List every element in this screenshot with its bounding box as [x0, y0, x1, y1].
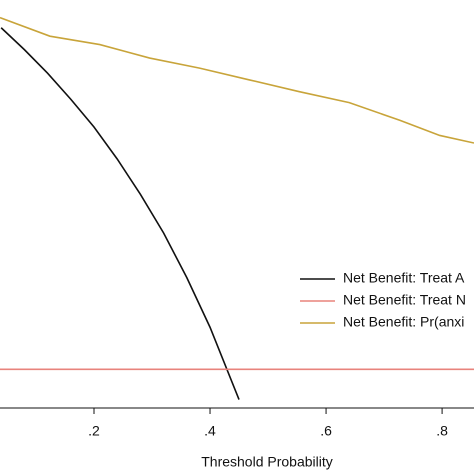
series-line	[0, 27, 240, 400]
series-line	[0, 16, 474, 144]
legend-label: Net Benefit: Pr(anxi	[343, 314, 464, 330]
x-axis-label: Threshold Probability	[201, 454, 333, 470]
x-tick-label: .8	[436, 423, 448, 439]
x-tick-label: .6	[320, 423, 332, 439]
legend-label: Net Benefit: Treat A	[343, 270, 465, 286]
legend-label: Net Benefit: Treat N	[343, 292, 466, 308]
x-tick-label: .2	[88, 423, 100, 439]
x-tick-label: .4	[204, 423, 216, 439]
